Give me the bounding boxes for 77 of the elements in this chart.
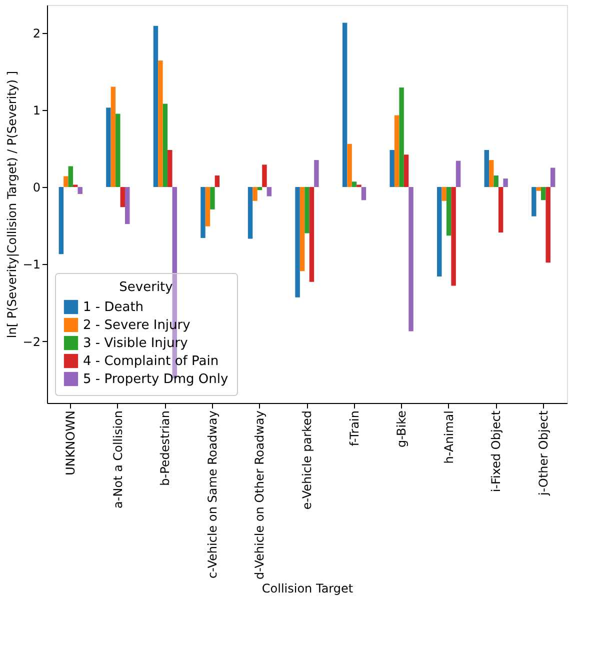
bar <box>78 187 82 194</box>
bar <box>399 88 404 188</box>
legend-label: 4 - Complaint of Pain <box>83 354 219 369</box>
x-tick-label: e-Vehicle parked <box>300 410 314 510</box>
y-tick-label: 1 <box>32 103 40 118</box>
y-tick-label: 0 <box>32 180 40 195</box>
bar <box>125 187 130 224</box>
bar <box>73 184 78 188</box>
bar <box>116 114 120 188</box>
bar <box>352 182 357 188</box>
bar <box>494 175 498 188</box>
legend-label: 5 - Property Dmg Only <box>83 372 229 387</box>
bar <box>210 187 215 210</box>
bar <box>248 187 253 239</box>
bar <box>442 187 446 201</box>
legend-label: 3 - Visible Injury <box>83 336 188 351</box>
bar <box>356 184 362 188</box>
x-tick-label: UNKNOWN <box>64 410 78 476</box>
bar <box>68 166 73 188</box>
legend-label: 1 - Death <box>83 300 144 315</box>
x-tick-label: j-Other Object <box>536 410 550 496</box>
x-tick-label: c-Vehicle on Same Roadway <box>205 410 220 578</box>
bar <box>106 108 111 188</box>
x-tick-label: a-Not a Collision <box>110 410 125 508</box>
x-tick-label: f-Train <box>347 410 362 446</box>
x-tick-label: d-Vehicle on Other Roadway <box>252 410 267 580</box>
y-tick-label: 2 <box>32 26 40 40</box>
bar <box>309 187 314 282</box>
bar <box>503 178 508 188</box>
bar <box>446 187 452 236</box>
bar <box>257 187 262 190</box>
bar <box>451 187 456 286</box>
bar <box>456 160 461 188</box>
legend-label: 2 - Severe Injury <box>83 318 191 333</box>
x-axis-title: Collision Target <box>262 582 354 596</box>
bar <box>64 176 68 188</box>
y-tick-label: −1 <box>22 258 40 272</box>
bar <box>200 187 206 238</box>
bar <box>266 187 272 196</box>
x-tick-label: i-Fixed Object <box>489 410 504 492</box>
y-tick-label: −2 <box>22 334 40 349</box>
bar <box>162 104 168 188</box>
bar <box>168 150 172 188</box>
bar <box>404 154 409 188</box>
bar <box>304 187 310 234</box>
bar <box>314 160 319 188</box>
x-tick-label: b-Pedestrian <box>158 410 172 486</box>
bar <box>295 187 300 298</box>
bar <box>532 187 536 216</box>
bar <box>550 168 556 188</box>
bar <box>394 115 400 188</box>
bar <box>484 150 489 188</box>
bar <box>536 187 541 191</box>
bar <box>408 187 414 332</box>
bar <box>153 26 158 188</box>
bar <box>342 22 348 188</box>
x-tick-label: h-Animal <box>442 410 456 464</box>
bar <box>214 175 220 188</box>
bar <box>498 187 504 233</box>
x-tick-label: g-Bike <box>394 410 409 448</box>
bar <box>205 187 210 226</box>
bar <box>300 187 305 272</box>
bar <box>489 160 494 188</box>
bar <box>158 60 163 188</box>
bar <box>262 164 267 188</box>
bar <box>361 187 366 200</box>
bar <box>437 187 442 277</box>
bar <box>541 187 546 200</box>
bar <box>252 187 258 201</box>
bar <box>120 187 125 208</box>
bar <box>546 187 550 263</box>
bar <box>110 86 116 188</box>
legend-title: Severity <box>119 280 174 295</box>
bar <box>58 187 64 254</box>
bar <box>347 144 352 188</box>
y-axis-title: ln[ P(Severity|Collision Target) / P(Severity) ] <box>4 70 19 338</box>
bar <box>390 150 394 188</box>
